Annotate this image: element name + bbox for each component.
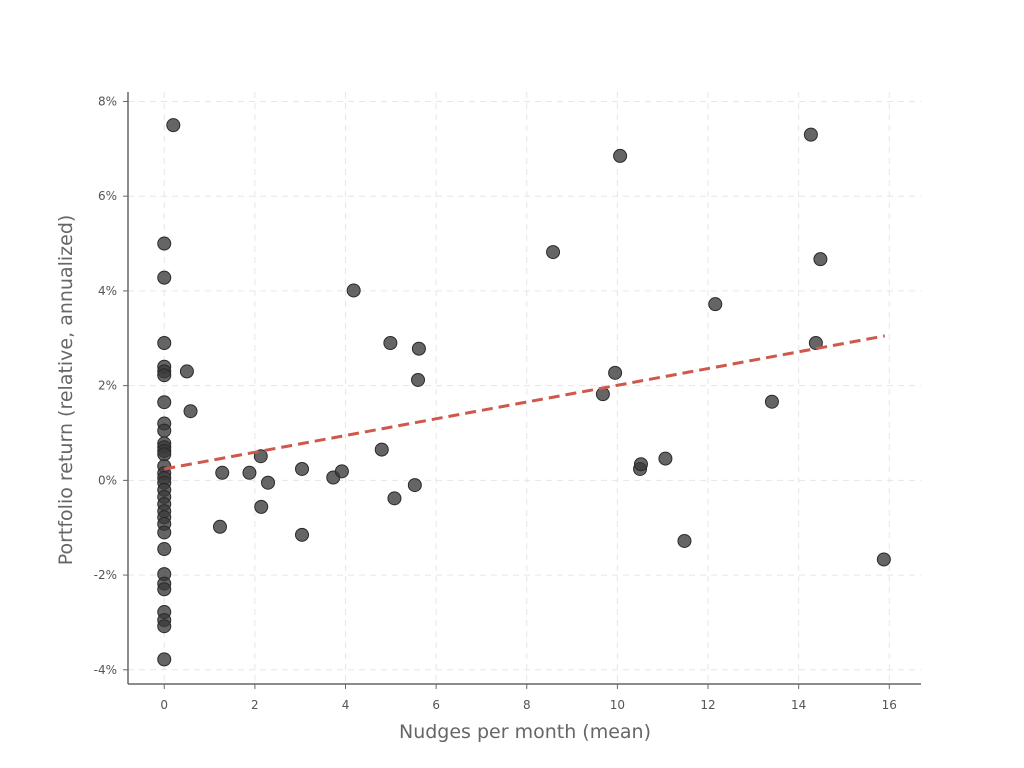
data-point: [157, 236, 172, 251]
x-axis-label: Nudges per month (mean): [399, 721, 651, 743]
data-point: [157, 652, 172, 667]
data-point: [295, 527, 310, 542]
data-point: [157, 582, 172, 597]
y-tick-label: 8%: [98, 94, 117, 108]
x-tick-label: 16: [882, 698, 897, 712]
data-point: [876, 552, 891, 567]
axis-ticks: 0 2 4 6 8 10 12 14 16 -4% -2% 0% 2% 4% 6% 8%: [94, 94, 897, 712]
data-point: [166, 118, 181, 133]
y-tick-label: -4%: [94, 663, 117, 677]
y-tick-label: 6%: [98, 189, 117, 203]
data-point: [595, 387, 610, 402]
data-point: [658, 451, 673, 466]
x-tick-label: 6: [432, 698, 440, 712]
data-point: [242, 465, 257, 480]
x-tick-label: 8: [523, 698, 531, 712]
data-point: [633, 457, 648, 472]
data-point: [608, 365, 623, 380]
x-tick-label: 12: [700, 698, 715, 712]
y-tick-label: -2%: [94, 568, 117, 582]
data-point: [295, 461, 310, 476]
data-point: [261, 475, 276, 490]
data-point: [157, 447, 172, 462]
y-axis-label: Portfolio return (relative, annualized): [55, 215, 77, 566]
data-point: [411, 372, 426, 387]
data-point: [546, 245, 561, 260]
data-point: [677, 533, 692, 548]
data-point: [157, 368, 172, 383]
data-point: [157, 336, 172, 351]
data-point: [183, 404, 198, 419]
data-point: [179, 364, 194, 379]
data-point: [157, 270, 172, 285]
data-point: [157, 525, 172, 540]
data-point: [374, 442, 389, 457]
y-tick-label: 2%: [98, 379, 117, 393]
data-point: [407, 478, 422, 493]
data-point: [411, 341, 426, 356]
grid-lines: [128, 92, 921, 684]
y-tick-label: 0%: [98, 473, 117, 487]
data-point: [803, 127, 818, 142]
data-point: [383, 336, 398, 351]
data-point: [157, 423, 172, 438]
data-point: [764, 394, 779, 409]
data-points: [157, 118, 891, 667]
data-point: [613, 148, 628, 163]
data-point: [813, 252, 828, 267]
data-point: [708, 297, 723, 312]
y-tick-label: 4%: [98, 284, 117, 298]
x-tick-label: 2: [251, 698, 259, 712]
trendline-group: [163, 334, 886, 471]
x-tick-label: 4: [342, 698, 350, 712]
data-point: [387, 491, 402, 506]
data-point: [346, 283, 361, 298]
trendline: [163, 334, 886, 471]
data-point: [157, 542, 172, 557]
x-tick-label: 10: [610, 698, 625, 712]
data-point: [254, 499, 269, 514]
data-point: [334, 464, 349, 479]
data-point: [157, 619, 172, 634]
data-point: [808, 336, 823, 351]
x-tick-label: 14: [791, 698, 806, 712]
axes: [127, 92, 921, 685]
data-point: [157, 395, 172, 410]
x-tick-label: 0: [160, 698, 168, 712]
data-point: [215, 465, 230, 480]
data-point: [212, 519, 227, 534]
